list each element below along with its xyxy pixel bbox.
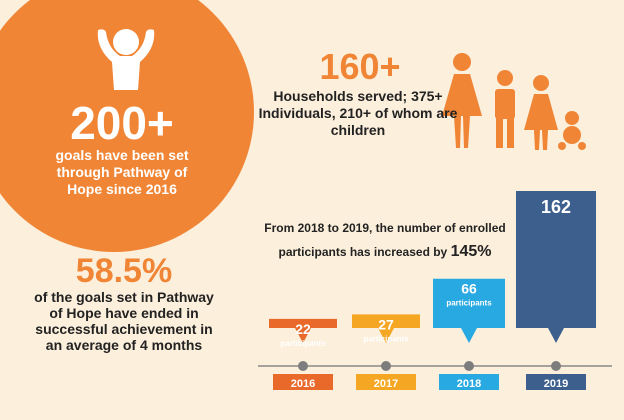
- unit-label-2017: participants: [363, 334, 409, 343]
- year-tag-2016: [273, 374, 333, 390]
- goals-description: goals have been set through Pathway of H…: [55, 147, 189, 197]
- bar-2017: [352, 314, 420, 343]
- households-number: 160+: [319, 46, 401, 87]
- year-label-2016: 2016: [291, 378, 315, 390]
- increase-percent: 145%: [450, 243, 492, 260]
- timeline-dot-2019: [551, 361, 561, 371]
- success-description: of the goals set in Pathway of Hope have…: [34, 289, 214, 353]
- bar-2016: [269, 318, 337, 343]
- value-label-2016: 22: [295, 321, 311, 337]
- bar-2019: [516, 191, 596, 343]
- year-tag-2019: [526, 374, 586, 390]
- child-arms-up-icon: [97, 29, 155, 90]
- value-label-2019: 162: [541, 197, 571, 217]
- unit-label-2016: participants: [280, 339, 326, 348]
- timeline-dot-2017: [381, 361, 391, 371]
- increase-text: From 2018 to 2019, the number of enrolle…: [264, 221, 506, 259]
- success-number: 58.5%: [75, 252, 173, 290]
- year-label-2017: 2017: [374, 378, 398, 390]
- family-icon: [442, 53, 586, 150]
- timeline-dot-2016: [298, 361, 308, 371]
- households-description: Households served; 375+ Individuals, 210…: [258, 88, 458, 138]
- timeline-dot-2018: [464, 361, 474, 371]
- value-label-2018: 66: [461, 281, 477, 297]
- bar-2018: [433, 278, 505, 343]
- increase-statement: From 2018 to 2019, the number of enrolle…: [260, 216, 510, 264]
- value-label-2017: 27: [378, 316, 394, 332]
- year-label-2019: 2019: [544, 378, 568, 390]
- year-tag-2017: [356, 374, 416, 390]
- year-tag-2018: [439, 374, 499, 390]
- goals-number: 200+: [70, 97, 174, 149]
- unit-label-2018: participants: [446, 299, 492, 308]
- year-label-2018: 2018: [457, 378, 481, 390]
